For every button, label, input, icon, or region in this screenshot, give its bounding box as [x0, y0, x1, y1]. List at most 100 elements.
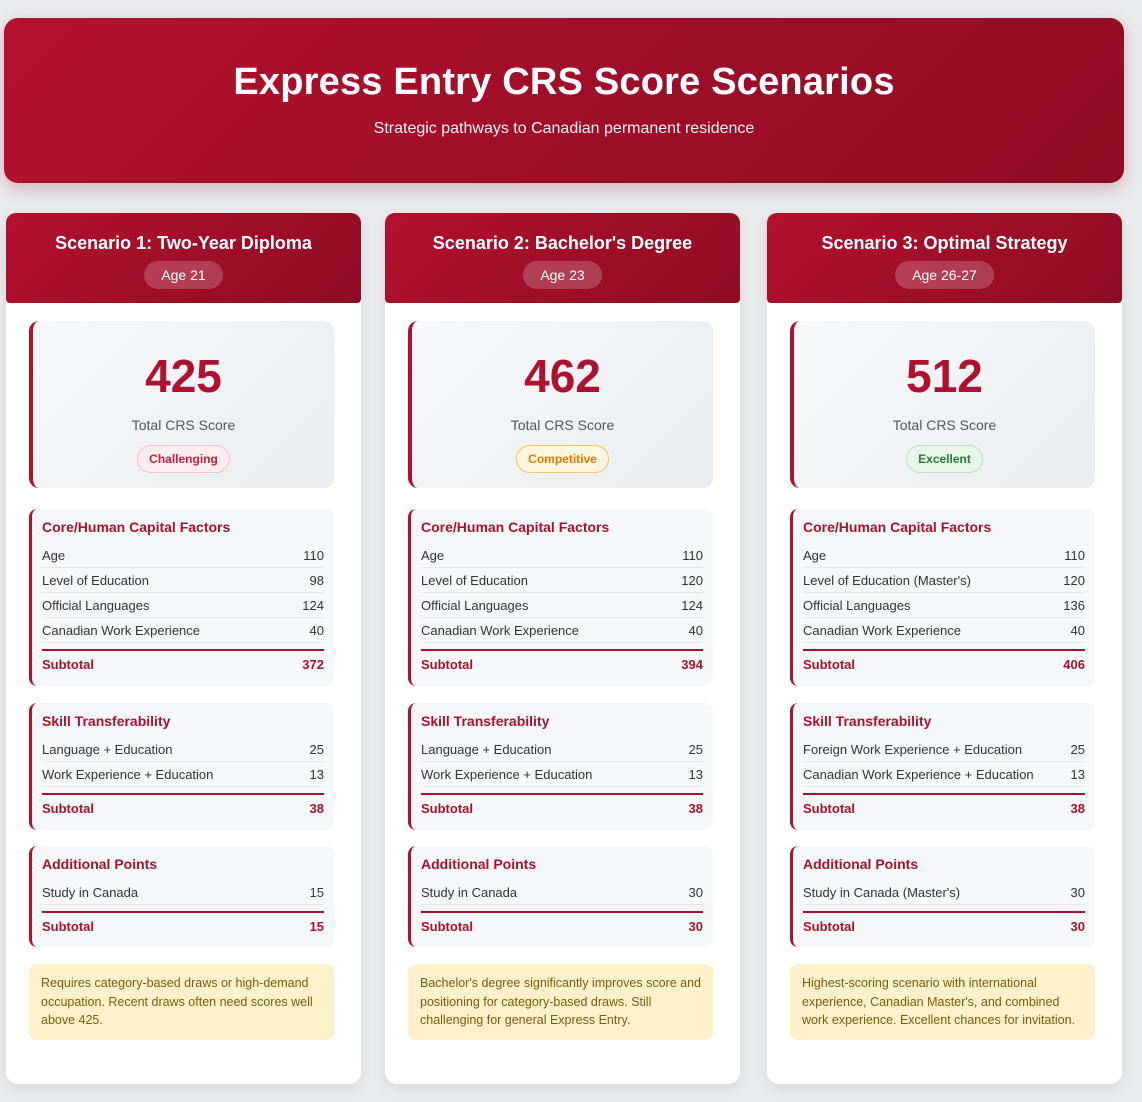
age-badge: Age 23: [523, 261, 602, 289]
factor-row: Official Languages 124: [421, 593, 703, 618]
subtotal-row: Subtotal 15: [42, 911, 324, 939]
factor-label: Canadian Work Experience: [42, 623, 201, 638]
factor-value: 110: [682, 548, 703, 563]
additional-points-section: Additional Points Study in Canada (Maste…: [790, 846, 1095, 947]
section-title: Core/Human Capital Factors: [803, 519, 992, 535]
factor-value: 120: [1063, 573, 1085, 588]
factor-label: Study in Canada: [421, 885, 518, 900]
subtotal-value: 394: [681, 657, 703, 672]
factor-label: Work Experience + Education: [42, 767, 214, 782]
score-box: 425 Total CRS Score Challenging: [29, 321, 334, 488]
factor-row: Official Languages 136: [803, 593, 1085, 618]
factor-label: Level of Education: [421, 573, 528, 588]
factor-value: 25: [309, 742, 324, 757]
factor-value: 40: [309, 623, 324, 638]
factor-row: Work Experience + Education 13: [42, 762, 324, 787]
subtotal-value: 372: [302, 657, 324, 672]
score-label: Total CRS Score: [510, 417, 615, 433]
factor-row: Canadian Work Experience + Education 13: [803, 762, 1085, 787]
factor-label: Study in Canada: [42, 885, 139, 900]
factor-value: 110: [303, 548, 324, 563]
scenario-header: Scenario 2: Bachelor's Degree Age 23: [385, 213, 740, 303]
score-label: Total CRS Score: [892, 417, 997, 433]
factor-row: Work Experience + Education 13: [421, 762, 703, 787]
factor-row: Age 110: [803, 543, 1085, 568]
factor-value: 15: [309, 885, 324, 900]
additional-points-section: Additional Points Study in Canada 30 Subt…: [408, 846, 713, 947]
rating-badge: Challenging: [137, 445, 230, 473]
scenario-note: Bachelor's degree significantly improves…: [408, 964, 713, 1040]
page-header: Express Entry CRS Score Scenarios Strate…: [4, 18, 1124, 183]
factor-label: Language + Education: [42, 742, 173, 757]
scenario-title: Scenario 2: Bachelor's Degree: [432, 233, 693, 253]
factor-value: 13: [1070, 767, 1085, 782]
scenario-note: Requires category-based draws or high-de…: [29, 964, 334, 1040]
factor-label: Work Experience + Education: [421, 767, 593, 782]
factor-label: Language + Education: [421, 742, 552, 757]
score-box: 462 Total CRS Score Competitive: [408, 321, 713, 488]
score-label: Total CRS Score: [131, 417, 236, 433]
subtotal-value: 15: [309, 919, 324, 934]
factor-row: Study in Canada (Master's) 30: [803, 880, 1085, 905]
factor-value: 98: [309, 573, 324, 588]
age-badge: Age 21: [144, 261, 223, 289]
subtotal-value: 38: [309, 801, 324, 816]
factor-row: Official Languages 124: [42, 593, 324, 618]
page-title: Express Entry CRS Score Scenarios: [233, 61, 895, 103]
factor-label: Canadian Work Experience: [421, 623, 580, 638]
factor-label: Age: [421, 548, 445, 563]
factor-label: Study in Canada (Master's): [803, 885, 961, 900]
factor-value: 25: [1070, 742, 1085, 757]
skill-transferability-section: Skill Transferability Foreign Work Exper…: [790, 703, 1095, 830]
factor-label: Foreign Work Experience + Education: [803, 742, 1023, 757]
subtotal-row: Subtotal 394: [421, 649, 703, 677]
factor-row: Foreign Work Experience + Education 25: [803, 737, 1085, 762]
scenario-card-2: Scenario 2: Bachelor's Degree Age 23 462…: [385, 213, 740, 1084]
section-title: Skill Transferability: [803, 713, 932, 729]
subtotal-row: Subtotal 372: [42, 649, 324, 677]
factor-value: 40: [1070, 623, 1085, 638]
section-title: Core/Human Capital Factors: [421, 519, 610, 535]
factor-row: Canadian Work Experience 40: [421, 618, 703, 643]
factor-label: Age: [803, 548, 827, 563]
subtotal-value: 38: [688, 801, 703, 816]
section-title: Additional Points: [803, 856, 919, 872]
subtotal-label: Subtotal: [803, 919, 855, 934]
factor-row: Age 110: [421, 543, 703, 568]
factor-value: 13: [309, 767, 324, 782]
factor-label: Official Languages: [803, 598, 911, 613]
factor-row: Level of Education 98: [42, 568, 324, 593]
total-score: 462: [524, 350, 601, 402]
factor-value: 120: [681, 573, 703, 588]
factor-value: 13: [688, 767, 703, 782]
scenario-title: Scenario 1: Two-Year Diploma: [55, 233, 312, 253]
subtotal-value: 38: [1070, 801, 1085, 816]
scenario-header: Scenario 3: Optimal Strategy Age 26-27: [767, 213, 1122, 303]
subtotal-label: Subtotal: [421, 919, 473, 934]
section-title: Skill Transferability: [421, 713, 550, 729]
subtotal-label: Subtotal: [42, 657, 94, 672]
total-score: 425: [145, 350, 222, 402]
subtotal-value: 406: [1063, 657, 1085, 672]
factor-value: 124: [681, 598, 703, 613]
subtotal-label: Subtotal: [421, 657, 473, 672]
factor-row: Level of Education 120: [421, 568, 703, 593]
factor-row: Language + Education 25: [42, 737, 324, 762]
subtotal-row: Subtotal 30: [421, 911, 703, 939]
factor-value: 40: [688, 623, 703, 638]
core-factors-section: Core/Human Capital Factors Age 110 Level …: [29, 509, 334, 686]
rating-badge: Competitive: [516, 445, 609, 473]
factor-label: Age: [42, 548, 66, 563]
additional-points-section: Additional Points Study in Canada 15 Subt…: [29, 846, 334, 947]
score-box: 512 Total CRS Score Excellent: [790, 321, 1095, 488]
section-title: Skill Transferability: [42, 713, 171, 729]
subtotal-label: Subtotal: [42, 801, 94, 816]
section-title: Additional Points: [42, 856, 158, 872]
core-factors-section: Core/Human Capital Factors Age 110 Level …: [790, 509, 1095, 686]
factor-row: Canadian Work Experience 40: [42, 618, 324, 643]
factor-label: Official Languages: [421, 598, 529, 613]
factor-row: Level of Education (Master's) 120: [803, 568, 1085, 593]
skill-transferability-section: Skill Transferability Language + Educati…: [29, 703, 334, 830]
scenario-card-1: Scenario 1: Two-Year Diploma Age 21 425 …: [6, 213, 361, 1084]
scenario-note: Highest-scoring scenario with internatio…: [790, 964, 1095, 1040]
